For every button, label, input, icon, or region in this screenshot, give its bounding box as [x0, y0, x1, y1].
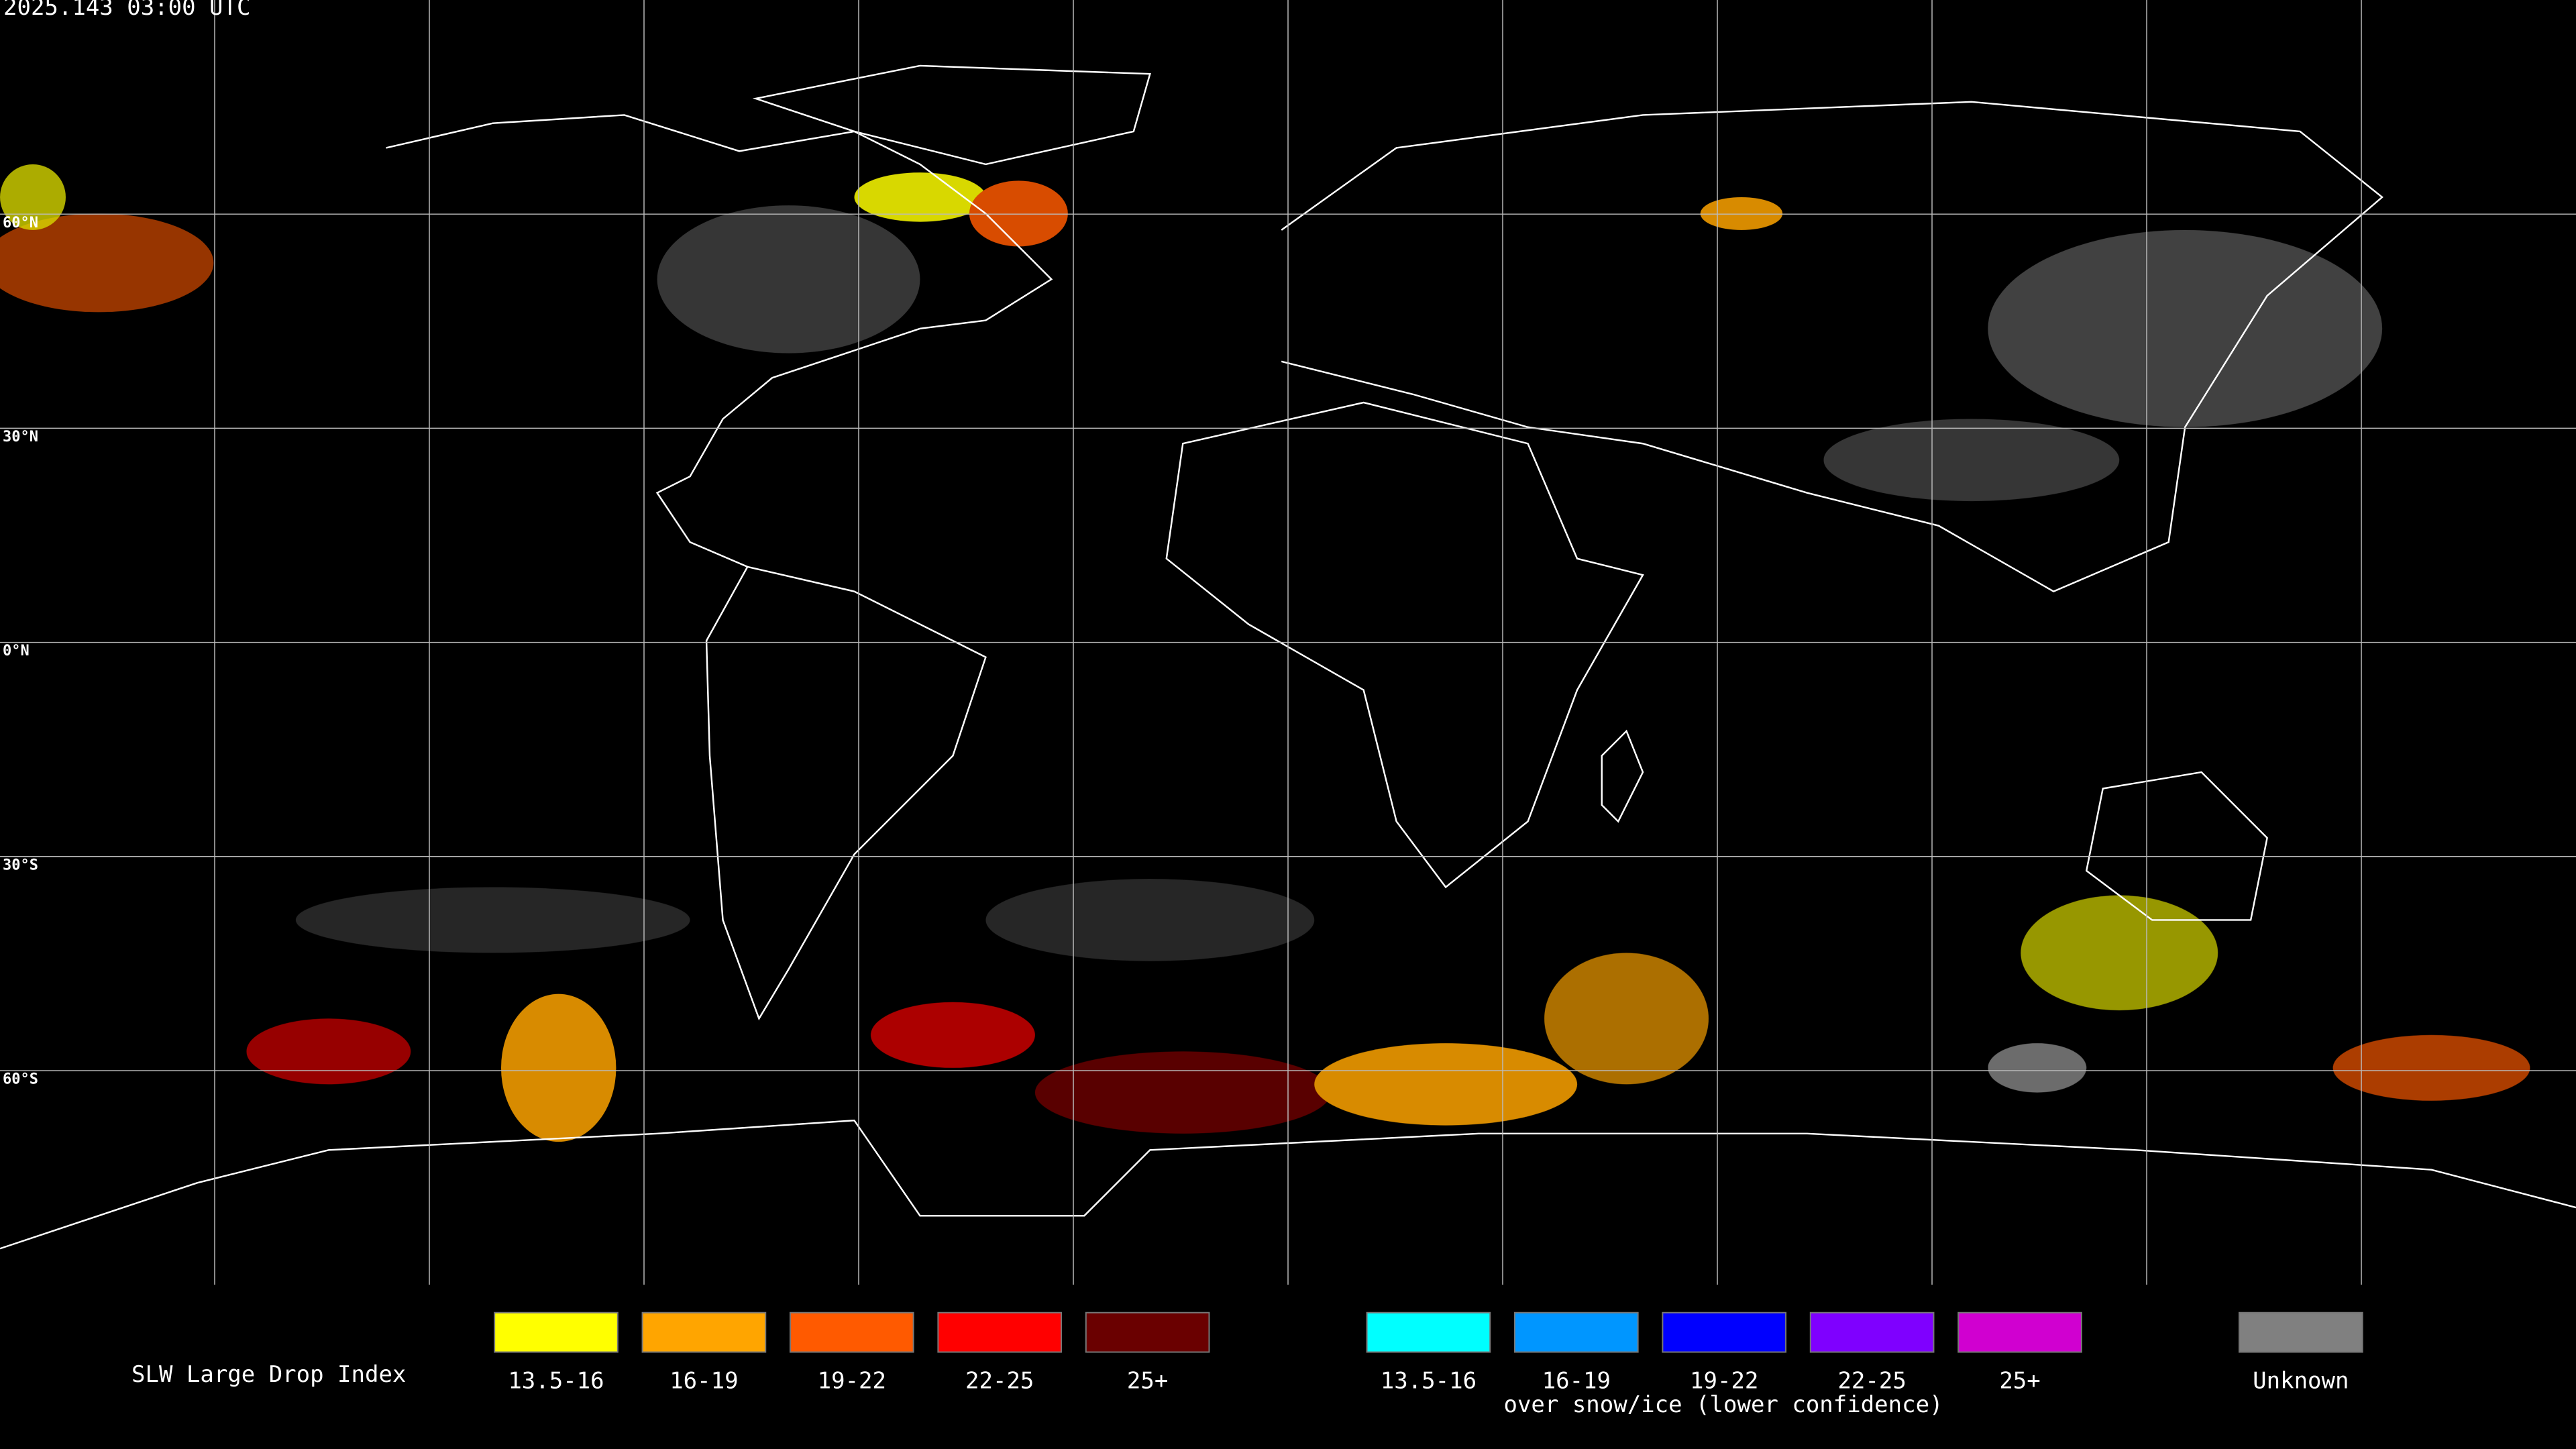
legend-swatch: [1662, 1311, 1787, 1353]
legend-label: 25+: [1999, 1367, 2040, 1394]
latitude-label: 60°S: [3, 1071, 38, 1088]
legend-swatch: [494, 1311, 619, 1353]
legend-label: 16-19: [669, 1367, 738, 1394]
legend-label: 16-19: [1542, 1367, 1611, 1394]
legend-swatch: [641, 1311, 767, 1353]
legend-label: 22-25: [1837, 1367, 1906, 1394]
legend-title: SLW Large Drop Index: [131, 1361, 406, 1388]
legend-label: Unknown: [2253, 1367, 2349, 1394]
legend-label: 19-22: [1690, 1367, 1758, 1394]
graticule: [0, 0, 2576, 1285]
snow-note: over snow/ice (lower confidence): [1503, 1391, 1943, 1418]
latitude-label: 60°N: [3, 215, 38, 231]
legend-swatch: [1957, 1311, 2082, 1353]
legend-swatch: [1366, 1311, 1491, 1353]
cloud-patches: [0, 164, 2530, 1142]
latitude-label: 30°N: [3, 429, 38, 445]
latitude-labels: 60°N 30°N 0°N 30°S 60°S: [3, 215, 38, 1088]
timestamp: 2025.143 03:00 UTC: [3, 0, 250, 21]
legend-swatch: [2238, 1311, 2363, 1353]
coastlines: [0, 64, 2576, 1250]
legend-label: 13.5-16: [1381, 1367, 1477, 1394]
legend-label: 19-22: [818, 1367, 886, 1394]
latitude-label: 30°S: [3, 857, 38, 873]
legend-swatch: [937, 1311, 1063, 1353]
legend-swatch: [1809, 1311, 1935, 1353]
legend-swatch: [789, 1311, 914, 1353]
latitude-label: 0°N: [3, 643, 30, 659]
legend-swatch: [1085, 1311, 1210, 1353]
map: [0, 0, 2576, 1285]
legend-label: 25+: [1127, 1367, 1168, 1394]
legend: SLW Large Drop Index over snow/ice (lowe…: [131, 1311, 2363, 1418]
legend-label: 13.5-16: [508, 1367, 604, 1394]
legend-swatch: [1513, 1311, 1639, 1353]
legend-label: 22-25: [965, 1367, 1034, 1394]
